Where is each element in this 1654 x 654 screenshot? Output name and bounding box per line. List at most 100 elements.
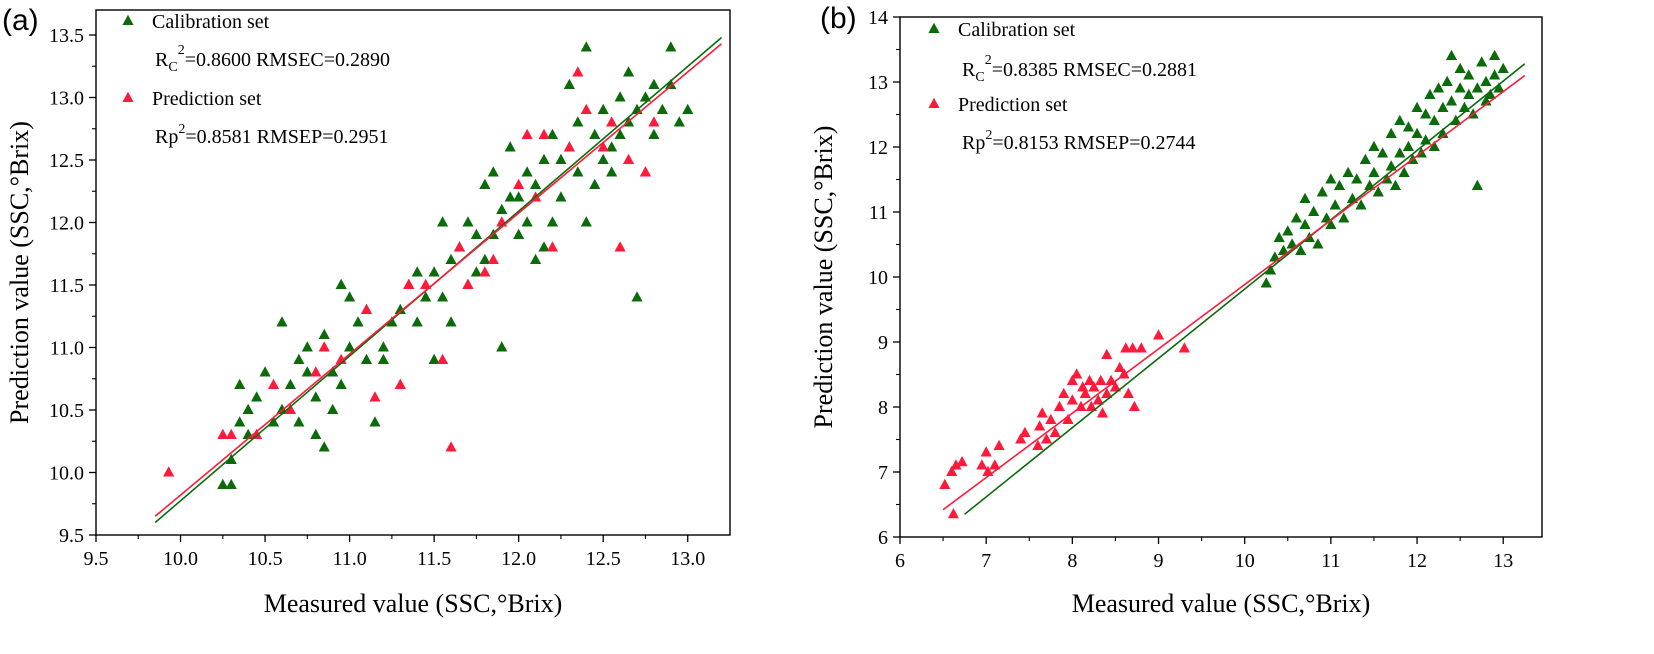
panel-b: (b) 6 7 8 9 10 11 12 13 6 7 8 9 10 11 12 13 14 Measured va… (809, 2, 1543, 618)
calibration-point (529, 253, 542, 265)
prediction-point (648, 116, 660, 127)
calibration-point (1441, 75, 1453, 87)
calibration-point (318, 328, 330, 340)
calibration-point (589, 178, 601, 190)
x-tick-label: 10.5 (248, 548, 283, 570)
calibration-point (1316, 186, 1328, 197)
calibration-legend-marker (122, 14, 134, 26)
prediction-point (394, 378, 406, 390)
calibration-point (1445, 49, 1458, 61)
prediction-point (453, 241, 466, 252)
x-tick-label: 11.5 (417, 548, 451, 570)
calibration-point (1463, 69, 1475, 80)
prediction-point (622, 153, 635, 165)
calibration-point (1277, 244, 1290, 256)
y-tick-label: 14 (868, 7, 888, 29)
prediction-point (546, 241, 559, 252)
calibration-point (622, 66, 635, 77)
x-tick-label: 7 (981, 550, 991, 572)
calibration-point (614, 128, 626, 140)
y-tick-label: 13 (868, 72, 888, 94)
y-tick-label: 11 (869, 202, 888, 224)
calibration-point (293, 353, 305, 365)
x-tick-label: 12 (1407, 550, 1427, 572)
prediction-point (1122, 387, 1134, 399)
prediction-point (989, 459, 1001, 470)
calibration-point (572, 116, 584, 127)
x-tick-label: 6 (895, 550, 905, 572)
calibration-point (310, 391, 322, 402)
prediction-point (1066, 374, 1078, 386)
prediction-legend-label: Prediction set (152, 88, 262, 110)
prediction-point (1049, 426, 1061, 438)
calibration-point (1424, 88, 1436, 100)
calibration-point (529, 178, 542, 190)
calibration-point (479, 178, 491, 190)
calibration-point (555, 191, 567, 202)
prediction-point (538, 128, 550, 140)
prediction-point (1071, 368, 1083, 379)
calibration-point (521, 166, 533, 177)
calibration-point (242, 403, 254, 415)
prediction-point (580, 103, 592, 115)
prediction-point (1152, 329, 1165, 340)
prediction-legend-label: Prediction set (958, 94, 1068, 116)
calibration-point (445, 316, 457, 327)
calibration-point (1308, 205, 1320, 217)
calibration-point (1394, 147, 1406, 158)
calibration-point (496, 341, 508, 352)
calibration-point (589, 128, 601, 140)
calibration-point (1333, 179, 1346, 191)
prediction-point (1114, 361, 1126, 373)
prediction-statistics: Rp2=0.8153 RMSEP=0.2744 (962, 128, 1196, 154)
prediction-point (310, 366, 322, 377)
calibration-point (234, 378, 246, 390)
calibration-point (1299, 218, 1311, 230)
calibration-point (572, 166, 584, 177)
prediction-point (1135, 342, 1147, 353)
prediction-series (163, 66, 660, 477)
x-tick-label: 12.5 (586, 548, 621, 570)
calibration-point (428, 266, 440, 277)
calibration-point (344, 341, 356, 352)
calibration-point (352, 316, 364, 327)
calibration-point (614, 91, 626, 102)
calibration-point (648, 128, 660, 140)
prediction-point (1095, 374, 1107, 386)
prediction-point (1053, 400, 1066, 412)
prediction-point (445, 441, 457, 452)
calibration-point (1312, 238, 1324, 249)
calibration-point (377, 341, 389, 352)
calibration-point (1325, 173, 1337, 184)
calibration-point (360, 353, 373, 365)
prediction-point (1066, 394, 1078, 405)
calibration-point (335, 378, 347, 390)
x-tick-label: 9 (1154, 550, 1164, 572)
calibration-point (1359, 153, 1371, 165)
calibration-point (656, 103, 668, 115)
prediction-point (1032, 439, 1044, 451)
calibration-point (1389, 179, 1402, 191)
prediction-point (1088, 381, 1100, 392)
y-tick-label: 12.5 (49, 150, 84, 172)
prediction-point (1092, 394, 1104, 405)
prediction-point (420, 278, 432, 290)
prediction-point (572, 66, 584, 77)
calibration-point (580, 41, 592, 52)
prediction-point (947, 508, 960, 519)
calibration-point (1489, 69, 1501, 80)
x-tick-label: 10.0 (163, 548, 198, 570)
calibration-point (225, 453, 237, 465)
prediction-point (563, 141, 575, 152)
y-axis-title: Prediction value (SSC,°Brix) (5, 121, 34, 424)
calibration-series (1260, 49, 1509, 288)
calibration-point (504, 191, 516, 202)
y-tick-label: 12.0 (49, 213, 84, 235)
y-tick-label: 11.5 (50, 275, 84, 297)
prediction-point (614, 241, 626, 252)
calibration-point (1338, 212, 1350, 223)
calibration-point (563, 78, 575, 90)
calibration-point (318, 441, 330, 452)
prediction-point (521, 128, 533, 140)
